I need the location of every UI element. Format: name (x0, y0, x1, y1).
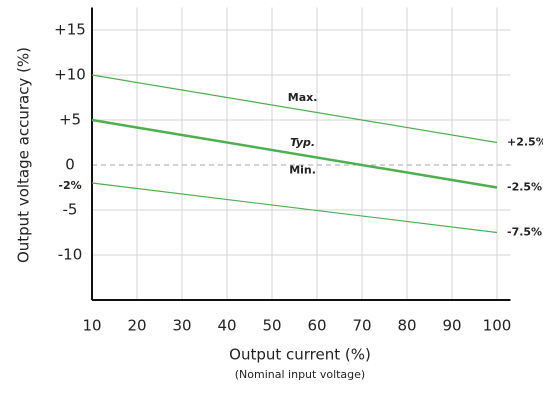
x-tick-label: 10 (82, 317, 101, 335)
x-tick-label: 40 (217, 317, 236, 335)
value-label: +2.5% (507, 136, 543, 149)
y-tick-label: -5 (63, 201, 78, 219)
x-tick-label: 60 (307, 317, 326, 335)
series-line (91, 182, 498, 234)
x-tick-label: 20 (127, 317, 146, 335)
x-axis-label: Output current (%) (229, 346, 371, 364)
y-tick-label: -10 (58, 246, 83, 264)
y-axis-label: Output voltage accuracy (%) (15, 47, 33, 263)
x-axis-note: (Nominal input voltage) (235, 368, 365, 381)
x-tick-label: 90 (442, 317, 461, 335)
value-label: -7.5% (507, 226, 542, 239)
value-label: -2% (58, 179, 81, 192)
x-tick-label: 50 (262, 317, 281, 335)
y-tick-label: +5 (59, 111, 81, 129)
series-name: Typ. (290, 136, 315, 149)
x-tick-label: 30 (172, 317, 191, 335)
y-tick-label: +15 (54, 21, 86, 39)
x-tick-label: 100 (483, 317, 512, 335)
y-tick-label: +10 (54, 66, 86, 84)
series-line (91, 118, 498, 189)
value-label: -2.5% (507, 181, 542, 194)
series-name: Max. (288, 91, 318, 104)
x-tick-label: 80 (397, 317, 416, 335)
series-line (91, 74, 498, 144)
x-tick-label: 70 (352, 317, 371, 335)
y-tick-label: 0 (65, 156, 75, 174)
series-name: Min. (289, 164, 316, 177)
